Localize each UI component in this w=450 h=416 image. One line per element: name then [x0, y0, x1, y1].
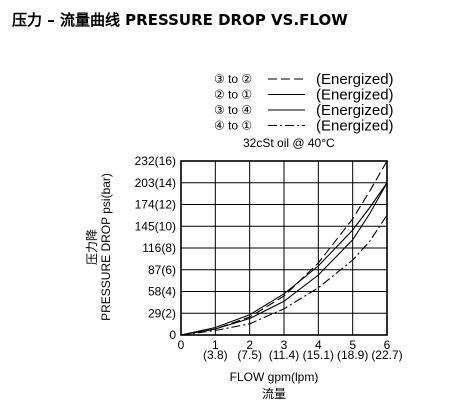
x-tick-label-lpm: (11.4) [269, 348, 299, 362]
y-tick-label: 0 [169, 328, 176, 342]
legend: ③ to ② (Energized) ② to ① (Energized) ③ to ④… [214, 71, 394, 135]
legend-energized-label: (Energized) [316, 87, 394, 104]
x-axis-label-chinese: 流量 [262, 387, 286, 401]
series-line-2 [180, 182, 388, 336]
x-tick-label: 6 [384, 338, 391, 352]
y-tick-labels: 0 29(2) 58(4) 87(6) 116(8) 145(10) 174(12) 203(… [135, 154, 177, 342]
y-tick-label: 145(10) [135, 219, 176, 233]
legend-energized-label: (Energized) [316, 102, 394, 119]
x-tick-label: 0 [178, 338, 185, 352]
series-group [180, 160, 388, 336]
y-tick-label: 58(4) [148, 285, 176, 299]
y-tick-label: 116(8) [142, 241, 176, 255]
x-tick-label-lpm: (3.8) [203, 348, 228, 362]
x-tick-label-lpm: (15.1) [303, 348, 334, 362]
oil-condition-label: 32cSt oil @ 40°C [243, 136, 335, 150]
page-title: 压力 – 流量曲线 PRESSURE DROP VS.FLOW [12, 11, 348, 29]
legend-energized-label: (Energized) [316, 118, 394, 135]
y-axis-label: PRESSURE DROP psi(bar) [99, 173, 113, 321]
y-tick-label: 87(6) [148, 263, 176, 277]
y-tick-label: 232(16) [135, 154, 176, 168]
legend-ports-label: ④ to ① [214, 119, 252, 133]
legend-ports-label: ③ to ④ [214, 103, 252, 117]
x-tick-label: 3 [281, 338, 288, 352]
x-tick-label: 2 [246, 338, 253, 352]
x-tick-labels: 0 1(3.8) 2(7.5) 3(11.4) 4(15.1) 5(18.9) 6(22.7… [178, 338, 403, 362]
y-tick-label: 174(12) [135, 198, 176, 212]
x-tick-label: 1 [212, 338, 219, 352]
y-axis-label-chinese: 压力降 [85, 229, 99, 265]
x-tick-label-lpm: (18.9) [337, 348, 368, 362]
legend-ports-label: ③ to ② [214, 72, 252, 86]
x-tick-label: 4 [315, 338, 322, 352]
legend-energized-label: (Energized) [316, 71, 394, 88]
x-tick-label-lpm: (7.5) [237, 348, 262, 362]
series-line-4 [180, 214, 388, 336]
x-tick-label-lpm: (22.7) [371, 348, 402, 362]
legend-ports-label: ② to ① [214, 88, 252, 102]
y-tick-label: 203(14) [135, 176, 176, 190]
series-line-3 [180, 182, 388, 336]
x-axis-label: FLOW gpm(lpm) [230, 370, 319, 384]
y-tick-label: 29(2) [148, 306, 176, 320]
plot-frame [180, 160, 388, 336]
x-tick-label: 5 [349, 338, 356, 352]
